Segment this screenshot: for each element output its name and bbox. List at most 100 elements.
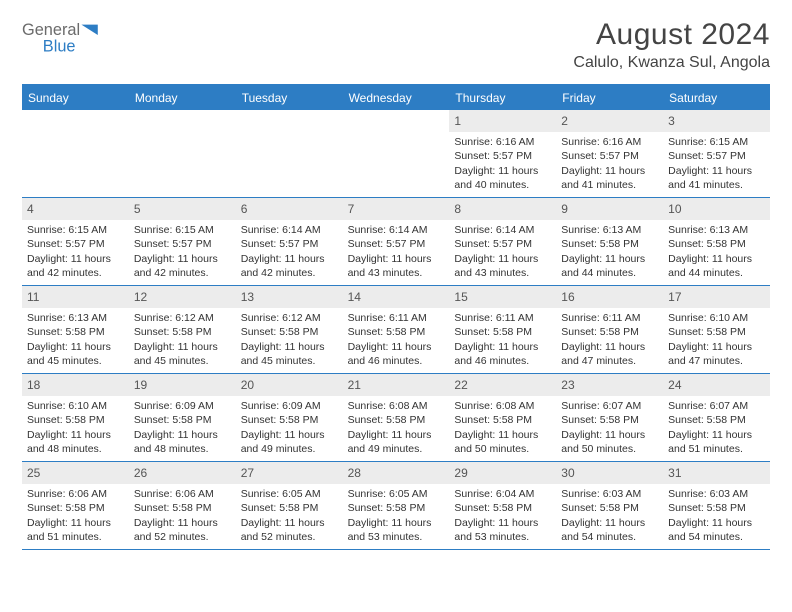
cell-body: Sunrise: 6:14 AMSunset: 5:57 PMDaylight:… [236, 220, 343, 285]
cell-body: Sunrise: 6:16 AMSunset: 5:57 PMDaylight:… [449, 132, 556, 197]
daylight-text: Daylight: 11 hours and 45 minutes. [134, 340, 231, 368]
sunset-text: Sunset: 5:57 PM [27, 237, 124, 251]
logo: General Blue [22, 18, 126, 58]
date-number: 14 [343, 286, 450, 308]
daylight-text: Daylight: 11 hours and 43 minutes. [348, 252, 445, 280]
calendar-cell: 4Sunrise: 6:15 AMSunset: 5:57 PMDaylight… [22, 198, 129, 285]
sunset-text: Sunset: 5:58 PM [27, 413, 124, 427]
sunset-text: Sunset: 5:58 PM [561, 413, 658, 427]
sunrise-text: Sunrise: 6:11 AM [561, 311, 658, 325]
sunset-text: Sunset: 5:58 PM [241, 413, 338, 427]
sunrise-text: Sunrise: 6:15 AM [27, 223, 124, 237]
calendar-cell: 25Sunrise: 6:06 AMSunset: 5:58 PMDayligh… [22, 462, 129, 549]
calendar-cell: 24Sunrise: 6:07 AMSunset: 5:58 PMDayligh… [663, 374, 770, 461]
date-number: 3 [663, 110, 770, 132]
cell-body: Sunrise: 6:13 AMSunset: 5:58 PMDaylight:… [556, 220, 663, 285]
daylight-text: Daylight: 11 hours and 50 minutes. [454, 428, 551, 456]
sunset-text: Sunset: 5:58 PM [27, 325, 124, 339]
day-header-tuesday: Tuesday [236, 86, 343, 110]
day-header-friday: Friday [556, 86, 663, 110]
cell-body: Sunrise: 6:03 AMSunset: 5:58 PMDaylight:… [663, 484, 770, 549]
daylight-text: Daylight: 11 hours and 52 minutes. [134, 516, 231, 544]
daylight-text: Daylight: 11 hours and 44 minutes. [668, 252, 765, 280]
day-header-thursday: Thursday [449, 86, 556, 110]
week-row: 1Sunrise: 6:16 AMSunset: 5:57 PMDaylight… [22, 110, 770, 198]
calendar-cell: 21Sunrise: 6:08 AMSunset: 5:58 PMDayligh… [343, 374, 450, 461]
date-number: 24 [663, 374, 770, 396]
sunset-text: Sunset: 5:58 PM [454, 501, 551, 515]
sunrise-text: Sunrise: 6:13 AM [668, 223, 765, 237]
sunset-text: Sunset: 5:58 PM [668, 501, 765, 515]
sunset-text: Sunset: 5:58 PM [668, 413, 765, 427]
calendar-cell: 22Sunrise: 6:08 AMSunset: 5:58 PMDayligh… [449, 374, 556, 461]
daylight-text: Daylight: 11 hours and 48 minutes. [27, 428, 124, 456]
daylight-text: Daylight: 11 hours and 52 minutes. [241, 516, 338, 544]
calendar-cell: 19Sunrise: 6:09 AMSunset: 5:58 PMDayligh… [129, 374, 236, 461]
location-text: Calulo, Kwanza Sul, Angola [573, 54, 770, 72]
cell-body: Sunrise: 6:16 AMSunset: 5:57 PMDaylight:… [556, 132, 663, 197]
calendar-cell: 28Sunrise: 6:05 AMSunset: 5:58 PMDayligh… [343, 462, 450, 549]
calendar-cell: 5Sunrise: 6:15 AMSunset: 5:57 PMDaylight… [129, 198, 236, 285]
cell-body: Sunrise: 6:07 AMSunset: 5:58 PMDaylight:… [556, 396, 663, 461]
sunset-text: Sunset: 5:57 PM [241, 237, 338, 251]
sunset-text: Sunset: 5:58 PM [561, 325, 658, 339]
cell-body: Sunrise: 6:06 AMSunset: 5:58 PMDaylight:… [129, 484, 236, 549]
date-number: 8 [449, 198, 556, 220]
day-header-wednesday: Wednesday [343, 86, 450, 110]
cell-body: Sunrise: 6:15 AMSunset: 5:57 PMDaylight:… [663, 132, 770, 197]
date-number: 12 [129, 286, 236, 308]
date-number: 31 [663, 462, 770, 484]
date-number: 6 [236, 198, 343, 220]
sunset-text: Sunset: 5:57 PM [454, 149, 551, 163]
day-header-sunday: Sunday [22, 86, 129, 110]
sunset-text: Sunset: 5:58 PM [241, 325, 338, 339]
daylight-text: Daylight: 11 hours and 45 minutes. [27, 340, 124, 368]
sunrise-text: Sunrise: 6:06 AM [27, 487, 124, 501]
date-number: 9 [556, 198, 663, 220]
page-header: General Blue August 2024 Calulo, Kwanza … [22, 18, 770, 72]
week-row: 25Sunrise: 6:06 AMSunset: 5:58 PMDayligh… [22, 462, 770, 550]
day-header-row: Sunday Monday Tuesday Wednesday Thursday… [22, 86, 770, 110]
month-title: August 2024 [573, 18, 770, 52]
calendar-cell: 8Sunrise: 6:14 AMSunset: 5:57 PMDaylight… [449, 198, 556, 285]
sunset-text: Sunset: 5:58 PM [561, 237, 658, 251]
title-block: August 2024 Calulo, Kwanza Sul, Angola [573, 18, 770, 72]
daylight-text: Daylight: 11 hours and 53 minutes. [454, 516, 551, 544]
cell-body: Sunrise: 6:13 AMSunset: 5:58 PMDaylight:… [22, 308, 129, 373]
calendar-cell: 2Sunrise: 6:16 AMSunset: 5:57 PMDaylight… [556, 110, 663, 197]
calendar-cell: 6Sunrise: 6:14 AMSunset: 5:57 PMDaylight… [236, 198, 343, 285]
cell-body: Sunrise: 6:08 AMSunset: 5:58 PMDaylight:… [449, 396, 556, 461]
calendar-cell: 1Sunrise: 6:16 AMSunset: 5:57 PMDaylight… [449, 110, 556, 197]
calendar-cell: 13Sunrise: 6:12 AMSunset: 5:58 PMDayligh… [236, 286, 343, 373]
sunrise-text: Sunrise: 6:11 AM [454, 311, 551, 325]
daylight-text: Daylight: 11 hours and 43 minutes. [454, 252, 551, 280]
calendar-cell [343, 110, 450, 197]
calendar: Sunday Monday Tuesday Wednesday Thursday… [22, 84, 770, 550]
daylight-text: Daylight: 11 hours and 54 minutes. [561, 516, 658, 544]
calendar-cell: 17Sunrise: 6:10 AMSunset: 5:58 PMDayligh… [663, 286, 770, 373]
sunset-text: Sunset: 5:58 PM [348, 325, 445, 339]
cell-body: Sunrise: 6:08 AMSunset: 5:58 PMDaylight:… [343, 396, 450, 461]
daylight-text: Daylight: 11 hours and 49 minutes. [241, 428, 338, 456]
sunset-text: Sunset: 5:58 PM [241, 501, 338, 515]
calendar-cell: 11Sunrise: 6:13 AMSunset: 5:58 PMDayligh… [22, 286, 129, 373]
sunrise-text: Sunrise: 6:15 AM [668, 135, 765, 149]
cell-body: Sunrise: 6:11 AMSunset: 5:58 PMDaylight:… [556, 308, 663, 373]
sunrise-text: Sunrise: 6:08 AM [454, 399, 551, 413]
sunset-text: Sunset: 5:57 PM [348, 237, 445, 251]
sunset-text: Sunset: 5:58 PM [134, 325, 231, 339]
week-row: 4Sunrise: 6:15 AMSunset: 5:57 PMDaylight… [22, 198, 770, 286]
daylight-text: Daylight: 11 hours and 45 minutes. [241, 340, 338, 368]
sunset-text: Sunset: 5:57 PM [668, 149, 765, 163]
week-row: 18Sunrise: 6:10 AMSunset: 5:58 PMDayligh… [22, 374, 770, 462]
sunrise-text: Sunrise: 6:13 AM [27, 311, 124, 325]
daylight-text: Daylight: 11 hours and 44 minutes. [561, 252, 658, 280]
date-number: 18 [22, 374, 129, 396]
date-number: 30 [556, 462, 663, 484]
calendar-cell: 9Sunrise: 6:13 AMSunset: 5:58 PMDaylight… [556, 198, 663, 285]
daylight-text: Daylight: 11 hours and 47 minutes. [561, 340, 658, 368]
cell-body: Sunrise: 6:12 AMSunset: 5:58 PMDaylight:… [129, 308, 236, 373]
daylight-text: Daylight: 11 hours and 49 minutes. [348, 428, 445, 456]
weeks-container: 1Sunrise: 6:16 AMSunset: 5:57 PMDaylight… [22, 110, 770, 550]
sunrise-text: Sunrise: 6:04 AM [454, 487, 551, 501]
